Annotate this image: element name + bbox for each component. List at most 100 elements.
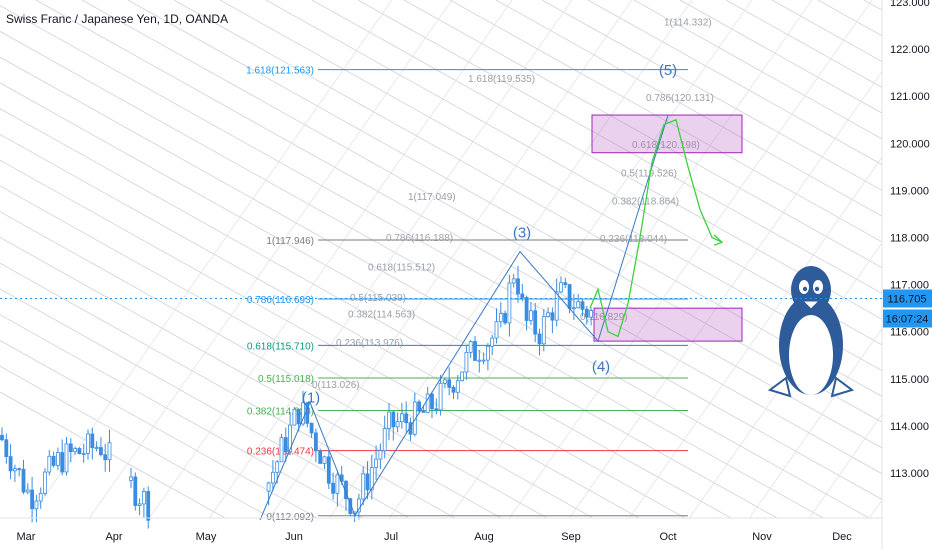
candle-body xyxy=(572,307,576,310)
trend-line xyxy=(127,0,882,423)
time-axis[interactable]: Mar Apr May Jun Jul Aug Sep Oct Nov Dec xyxy=(0,517,882,543)
candle-body xyxy=(51,455,56,466)
price-tick-label: 121.000 xyxy=(890,91,930,103)
time-tick-label: Jul xyxy=(384,531,398,543)
elliott-wave xyxy=(259,114,669,521)
candle-body xyxy=(404,413,409,424)
trend-line xyxy=(0,108,732,518)
candle-body xyxy=(584,308,589,318)
chart-title: Swiss Franc / Japanese Yen, 1D, OANDA xyxy=(6,12,229,26)
candle-body xyxy=(485,345,490,361)
trend-line xyxy=(628,156,882,518)
candle-body xyxy=(309,422,314,434)
trend-line xyxy=(328,0,693,518)
candle-body xyxy=(275,461,280,473)
trend-line xyxy=(0,365,272,518)
time-tick-label: Sep xyxy=(561,531,581,543)
countdown-label: 16:07:24 xyxy=(886,313,929,325)
trend-line xyxy=(311,0,882,320)
candle-body xyxy=(455,380,460,393)
candle-body xyxy=(331,482,336,494)
wave-label: (1) xyxy=(302,389,320,406)
price-axis[interactable]: 123.000 122.000 121.000 120.000 119.000 118.0… xyxy=(881,0,930,550)
candle-body xyxy=(430,393,434,410)
candle-body xyxy=(25,489,30,493)
candle-body xyxy=(369,467,374,491)
fib-extension-label: 1.618(119.535) xyxy=(468,74,535,85)
price-tick-label: 116.000 xyxy=(890,327,929,339)
candle-body xyxy=(146,491,151,521)
candle-body xyxy=(438,382,443,411)
fib-extension-label: 0.382(114.563) xyxy=(348,310,415,321)
penguin-pupil xyxy=(814,286,820,292)
target-zone xyxy=(591,114,743,154)
penguin-pupil xyxy=(802,286,808,292)
candle-body xyxy=(537,333,542,345)
candle-body xyxy=(301,402,305,425)
candle-body xyxy=(313,432,318,452)
wave-polyline xyxy=(259,114,669,521)
price-tick-label: 119.000 xyxy=(890,185,929,197)
candle-body xyxy=(365,473,370,491)
trend-line xyxy=(173,0,882,397)
fib-extension-label: 0(113.026) xyxy=(312,380,360,391)
trend-line xyxy=(148,0,513,518)
candle-body xyxy=(68,443,73,453)
penguin-foot xyxy=(830,376,855,398)
fib-extension-label: 0.618(115.512) xyxy=(368,262,435,273)
candle-body xyxy=(17,468,22,471)
price-tick-label: 117.000 xyxy=(890,280,929,292)
candle-body xyxy=(99,447,103,456)
trend-line xyxy=(508,0,873,518)
fib-extension-label: 0.236(118.044) xyxy=(600,234,667,245)
time-tick-label: Nov xyxy=(752,531,772,543)
candle-body xyxy=(288,424,293,453)
trend-line xyxy=(208,0,573,518)
penguin-eye xyxy=(799,280,809,294)
projection-path xyxy=(589,118,723,338)
candle-body xyxy=(86,433,90,454)
fib-extension-label: 0.236(113.976) xyxy=(336,338,403,349)
candle-body xyxy=(103,454,108,461)
candle-body xyxy=(421,410,426,413)
candle-body xyxy=(318,450,323,464)
candle-body xyxy=(292,408,297,426)
candle-body xyxy=(378,450,383,460)
trend-line xyxy=(808,413,882,518)
candle-body xyxy=(356,498,361,513)
trend-line xyxy=(0,185,594,518)
candle-body xyxy=(563,282,568,285)
time-tick-label: Apr xyxy=(105,531,122,543)
fib-level-label: 0.618(115.710) xyxy=(247,341,314,352)
trend-line xyxy=(0,211,548,518)
candle-body xyxy=(580,301,585,310)
wave-labels: (1) (3) (4) (5) xyxy=(302,62,677,406)
candle-body xyxy=(529,310,533,321)
candle-body xyxy=(576,301,581,309)
candle-body xyxy=(43,471,47,494)
candle-body xyxy=(434,408,439,411)
wave-label: (5) xyxy=(659,62,677,79)
fib-extension-label: 0.618(120.198) xyxy=(632,140,700,151)
projection-curve xyxy=(589,118,724,338)
candle-body xyxy=(361,473,366,500)
time-tick-label: Jun xyxy=(285,531,303,543)
fib-extension-label: 0.5(119.526) xyxy=(621,168,677,179)
candle-body xyxy=(34,500,39,510)
trend-line xyxy=(0,236,502,518)
trend-line xyxy=(448,0,813,518)
trend-line xyxy=(568,70,882,518)
trend-line xyxy=(495,0,882,217)
fib-extension-label: 1(117.049) xyxy=(408,192,456,203)
time-tick-label: Aug xyxy=(474,531,494,543)
candle-body xyxy=(129,476,133,481)
candle-body xyxy=(47,455,52,473)
time-tick-label: May xyxy=(196,531,217,543)
candle-body xyxy=(516,278,520,295)
candle-body xyxy=(322,456,327,464)
trend-line xyxy=(81,0,882,449)
candle-body xyxy=(335,474,340,494)
candle-body xyxy=(425,393,430,413)
